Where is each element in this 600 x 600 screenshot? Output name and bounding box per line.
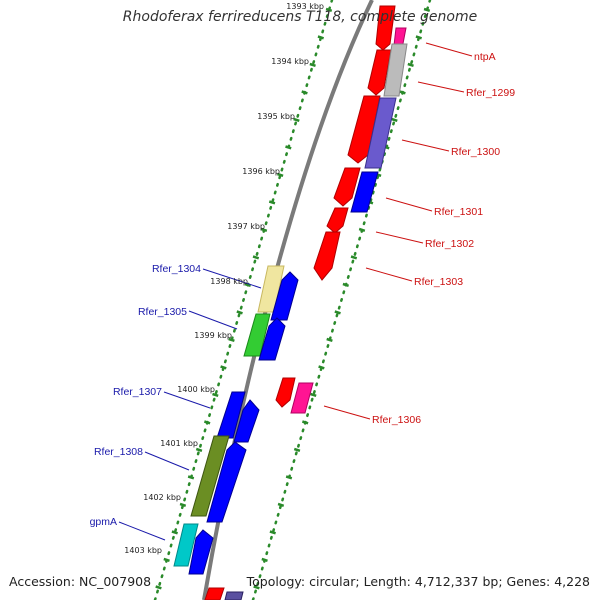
ruler-tick — [285, 145, 292, 150]
ruler-tick — [269, 530, 276, 535]
ruler-tick — [407, 62, 414, 67]
ruler-tick — [391, 117, 398, 122]
ruler-tick — [318, 365, 325, 370]
gene-arrow[interactable] — [206, 441, 247, 523]
gene-label-right[interactable]: ntpA — [474, 51, 496, 63]
ruler-labels: 1393 kbp 1394 kbp 1395 kbp 1396 kbp 1397… — [124, 2, 324, 555]
ruler-tick — [244, 282, 252, 287]
ruler-tick — [268, 200, 276, 205]
gene-arrow[interactable] — [290, 382, 314, 414]
ruler-tick — [293, 117, 300, 122]
ruler-label: 1398 kbp — [210, 277, 248, 286]
gene-arrow[interactable] — [326, 207, 349, 234]
ruler-tick — [252, 255, 260, 260]
ruler-label: 1402 kbp — [143, 493, 181, 502]
ruler-tick — [261, 557, 268, 562]
ruler-tick — [276, 172, 284, 177]
ruler-tick — [415, 35, 423, 40]
ruler-tick — [301, 420, 309, 425]
ruler-tick — [179, 502, 187, 507]
ruler-ticks — [155, 7, 333, 590]
ruler-tick — [325, 7, 333, 12]
ruler-tick — [309, 62, 316, 67]
gene-arrow[interactable] — [375, 5, 396, 51]
gene-label-left[interactable]: Rfer_1307 — [113, 386, 162, 398]
ruler-tick — [220, 365, 227, 370]
gene-arrow[interactable] — [258, 317, 286, 361]
gene-arrow[interactable] — [313, 231, 341, 281]
gene-arrow[interactable] — [364, 97, 397, 169]
gene-arrow[interactable] — [347, 95, 381, 164]
gene-label-right[interactable]: Rfer_1299 — [466, 87, 515, 99]
ruler-tick — [293, 447, 301, 452]
ruler-tick — [301, 90, 308, 95]
ruler-tick — [326, 337, 333, 342]
gene-arrow[interactable] — [383, 43, 408, 97]
ruler-track-right — [251, 0, 432, 600]
gene-arrow[interactable] — [173, 523, 199, 567]
gene-arrow[interactable] — [204, 587, 225, 600]
gene-label-left[interactable]: Rfer_1305 — [138, 306, 187, 318]
ruler-tick — [155, 585, 162, 590]
gene-label-right[interactable]: Rfer_1306 — [372, 414, 421, 426]
gene-arrow[interactable] — [188, 529, 214, 575]
gene-arrow[interactable] — [224, 591, 244, 600]
ruler-label: 1396 kbp — [242, 167, 280, 176]
ruler-tick — [334, 310, 341, 315]
forward-strand-genes — [173, 265, 299, 575]
ruler-label: 1397 kbp — [227, 222, 265, 231]
ruler-label: 1394 kbp — [271, 57, 309, 66]
ruler-label: 1401 kbp — [160, 439, 198, 448]
topology-text: Topology: circular; Length: 4,712,337 bp… — [246, 574, 590, 589]
ruler-label: 1393 kbp — [286, 2, 324, 11]
ruler-tick — [253, 585, 260, 590]
ruler-tick — [342, 282, 350, 287]
ruler-tick — [350, 255, 358, 260]
ruler-tick — [203, 420, 211, 425]
ruler-tick — [187, 475, 195, 480]
ruler-tick — [212, 392, 219, 397]
ruler-tick — [163, 557, 170, 562]
ruler-tick — [228, 337, 235, 342]
ruler-tick — [310, 392, 317, 397]
ruler-tick — [260, 227, 268, 232]
ruler-label: 1403 kbp — [124, 546, 162, 555]
ruler-tick — [399, 90, 406, 95]
ruler-tick — [236, 310, 243, 315]
ruler-label: 1399 kbp — [194, 331, 232, 340]
gene-arrow[interactable] — [333, 167, 361, 207]
ruler-label: 1400 kbp — [177, 385, 215, 394]
ruler-tick — [195, 447, 203, 452]
ruler-tick — [171, 530, 178, 535]
ruler-tick — [358, 227, 366, 232]
ruler-tick — [285, 475, 293, 480]
gene-label-left[interactable]: Rfer_1308 — [94, 446, 143, 458]
ruler-tick — [423, 7, 431, 12]
reverse-strand-genes — [204, 5, 408, 600]
gene-label-right[interactable]: Rfer_1301 — [434, 206, 483, 218]
gene-arrow[interactable] — [216, 391, 246, 439]
ruler-tick — [317, 35, 325, 40]
gene-label-right[interactable]: Rfer_1302 — [425, 238, 474, 250]
label-leaders — [118, 42, 473, 541]
genome-title: Rhodoferax ferrireducens T118, complete … — [122, 9, 478, 25]
ruler-tick — [277, 502, 285, 507]
gene-label-left[interactable]: gpmA — [90, 516, 117, 528]
gene-label-left[interactable]: Rfer_1304 — [152, 263, 201, 275]
gene-arrow[interactable] — [350, 171, 379, 213]
gene-label-right[interactable]: Rfer_1303 — [414, 276, 463, 288]
accession-text: Accession: NC_007908 — [9, 574, 152, 589]
gene-arrow[interactable] — [190, 435, 230, 517]
gene-label-right[interactable]: Rfer_1300 — [451, 146, 500, 158]
ruler-label: 1395 kbp — [257, 112, 295, 121]
gene-arrow[interactable] — [233, 399, 260, 443]
gene-arrow[interactable] — [275, 377, 296, 408]
gene-arrow[interactable] — [367, 49, 392, 96]
gene-labels: ntpA Rfer_1299 Rfer_1300 Rfer_1301 Rfer_… — [90, 51, 516, 528]
ruler-track-left — [153, 0, 334, 600]
